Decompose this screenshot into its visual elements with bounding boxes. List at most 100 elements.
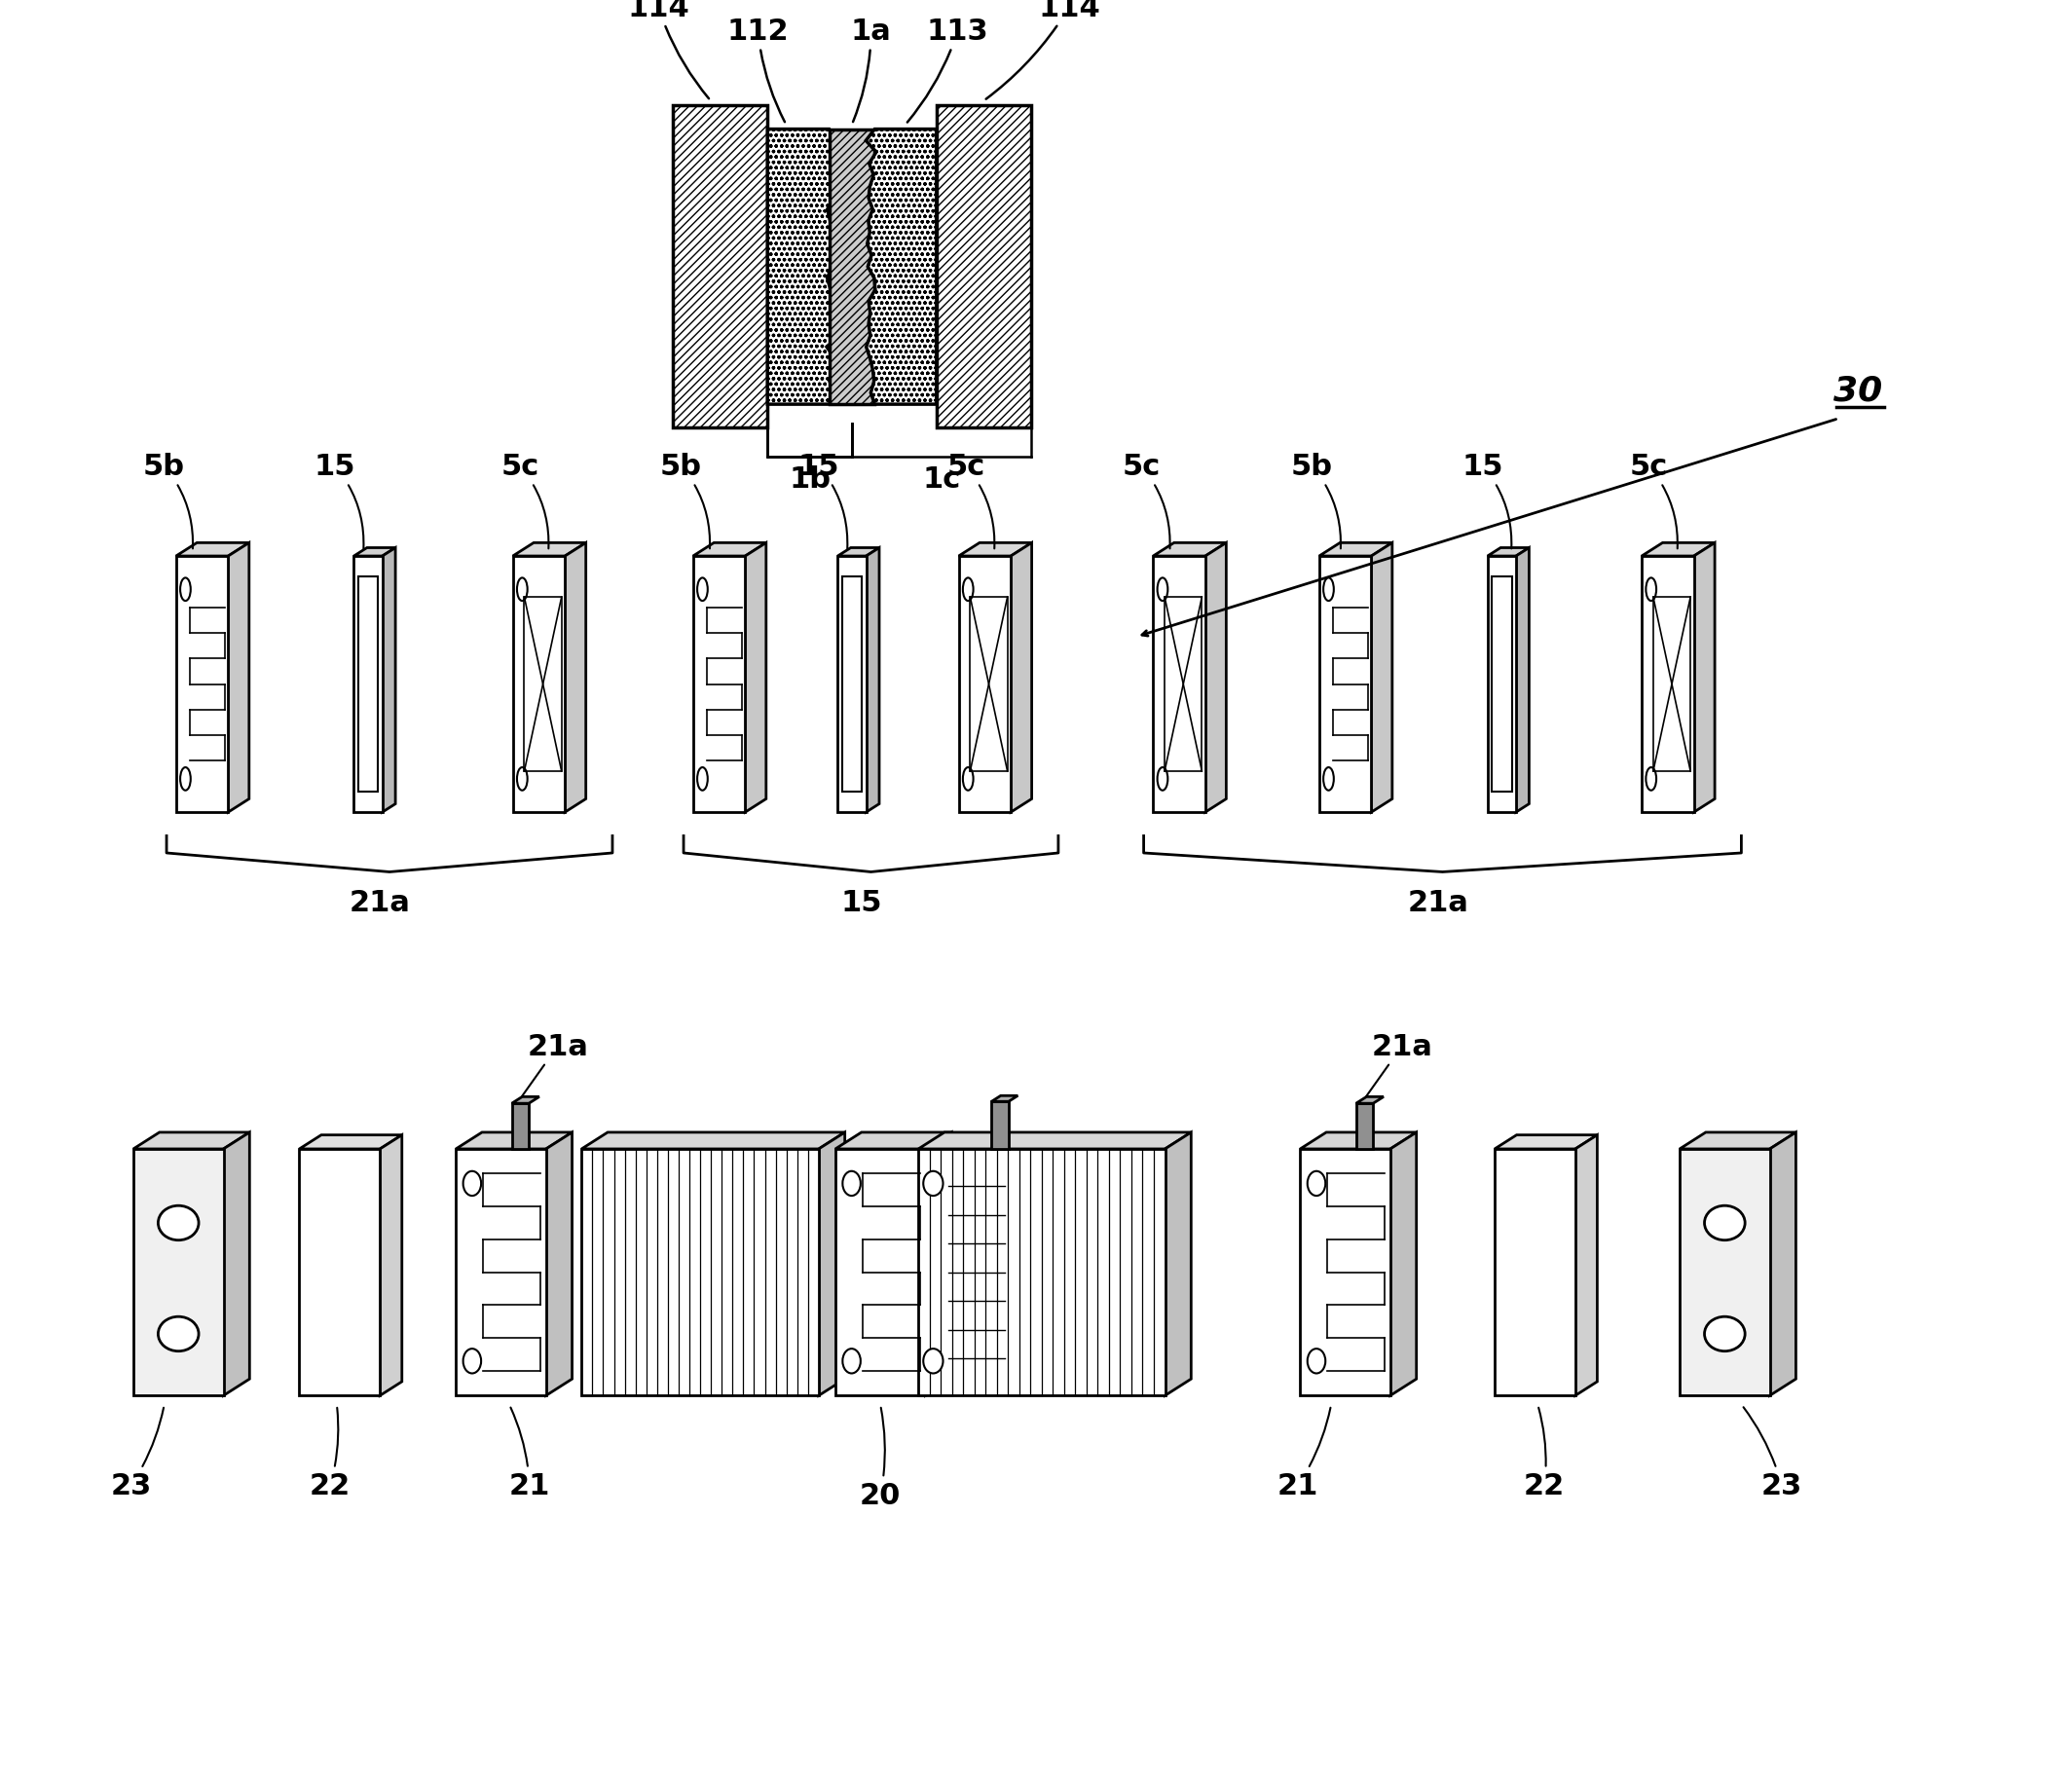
Polygon shape bbox=[835, 1132, 951, 1148]
Bar bbox=[992, 1102, 1009, 1148]
Polygon shape bbox=[1680, 1148, 1769, 1395]
Polygon shape bbox=[692, 557, 746, 813]
Text: 21a: 21a bbox=[350, 889, 410, 916]
Polygon shape bbox=[1641, 557, 1695, 813]
Polygon shape bbox=[1164, 1132, 1191, 1395]
Polygon shape bbox=[692, 543, 767, 557]
Ellipse shape bbox=[1324, 769, 1334, 792]
Ellipse shape bbox=[1158, 769, 1169, 792]
Ellipse shape bbox=[698, 579, 709, 602]
Polygon shape bbox=[1355, 1097, 1384, 1104]
Ellipse shape bbox=[843, 1349, 860, 1374]
Text: 5c: 5c bbox=[1123, 453, 1171, 548]
Polygon shape bbox=[992, 1095, 1017, 1102]
Polygon shape bbox=[298, 1136, 402, 1148]
Text: 21a: 21a bbox=[1407, 889, 1469, 916]
Text: 5b: 5b bbox=[661, 453, 711, 548]
Polygon shape bbox=[959, 543, 1032, 557]
Ellipse shape bbox=[518, 579, 528, 602]
Ellipse shape bbox=[1705, 1317, 1745, 1351]
Polygon shape bbox=[298, 1148, 379, 1395]
Polygon shape bbox=[1372, 543, 1392, 813]
Ellipse shape bbox=[924, 1349, 943, 1374]
Polygon shape bbox=[1680, 1132, 1796, 1148]
Polygon shape bbox=[582, 1132, 845, 1148]
Ellipse shape bbox=[464, 1349, 481, 1374]
Polygon shape bbox=[1390, 1132, 1417, 1395]
Polygon shape bbox=[228, 543, 249, 813]
Text: 15: 15 bbox=[1463, 453, 1510, 548]
Text: 30: 30 bbox=[1834, 375, 1881, 406]
Text: 20: 20 bbox=[860, 1408, 901, 1509]
Text: 5b: 5b bbox=[143, 453, 193, 548]
Text: 1b: 1b bbox=[789, 465, 831, 493]
Polygon shape bbox=[673, 106, 767, 428]
Polygon shape bbox=[1769, 1132, 1796, 1395]
Bar bbox=[1355, 1104, 1374, 1148]
Ellipse shape bbox=[180, 579, 191, 602]
Polygon shape bbox=[1641, 543, 1716, 557]
Ellipse shape bbox=[464, 1172, 481, 1196]
Polygon shape bbox=[133, 1132, 249, 1148]
Text: 22: 22 bbox=[1523, 1408, 1564, 1500]
Polygon shape bbox=[866, 548, 879, 813]
Ellipse shape bbox=[157, 1317, 199, 1351]
Polygon shape bbox=[566, 543, 586, 813]
Ellipse shape bbox=[1158, 579, 1169, 602]
Polygon shape bbox=[176, 557, 228, 813]
Polygon shape bbox=[1301, 1148, 1390, 1395]
Polygon shape bbox=[959, 557, 1011, 813]
Text: 23: 23 bbox=[1743, 1408, 1803, 1500]
Polygon shape bbox=[1494, 1136, 1598, 1148]
Polygon shape bbox=[837, 557, 866, 813]
Text: 114: 114 bbox=[986, 0, 1100, 99]
Text: 1c: 1c bbox=[922, 465, 961, 493]
Polygon shape bbox=[818, 1132, 845, 1395]
Polygon shape bbox=[1488, 548, 1529, 557]
Text: 21: 21 bbox=[510, 1408, 549, 1500]
Ellipse shape bbox=[1705, 1205, 1745, 1241]
Text: 15: 15 bbox=[798, 453, 847, 548]
Ellipse shape bbox=[518, 769, 528, 792]
Ellipse shape bbox=[157, 1205, 199, 1241]
Polygon shape bbox=[512, 543, 586, 557]
Text: 5c: 5c bbox=[1631, 453, 1678, 548]
Text: 5c: 5c bbox=[501, 453, 549, 548]
Polygon shape bbox=[1575, 1136, 1598, 1395]
Polygon shape bbox=[224, 1132, 249, 1395]
Polygon shape bbox=[837, 548, 879, 557]
Text: 23: 23 bbox=[110, 1408, 164, 1500]
Ellipse shape bbox=[698, 769, 709, 792]
Polygon shape bbox=[829, 130, 874, 405]
Ellipse shape bbox=[1307, 1349, 1326, 1374]
Polygon shape bbox=[918, 1148, 1164, 1395]
Ellipse shape bbox=[1645, 769, 1656, 792]
Polygon shape bbox=[133, 1148, 224, 1395]
Ellipse shape bbox=[963, 769, 974, 792]
Polygon shape bbox=[1320, 543, 1392, 557]
Ellipse shape bbox=[180, 769, 191, 792]
Polygon shape bbox=[379, 1136, 402, 1395]
Polygon shape bbox=[1517, 548, 1529, 813]
Text: 113: 113 bbox=[908, 18, 988, 122]
Text: 21a: 21a bbox=[522, 1031, 588, 1097]
Polygon shape bbox=[918, 1132, 1191, 1148]
Polygon shape bbox=[866, 130, 937, 405]
Ellipse shape bbox=[1645, 579, 1656, 602]
Polygon shape bbox=[176, 543, 249, 557]
Polygon shape bbox=[1154, 543, 1227, 557]
Text: 112: 112 bbox=[727, 18, 789, 122]
Text: 15: 15 bbox=[315, 453, 363, 548]
Polygon shape bbox=[512, 1097, 539, 1104]
Polygon shape bbox=[767, 130, 841, 405]
Ellipse shape bbox=[924, 1172, 943, 1196]
Bar bbox=[512, 1104, 528, 1148]
Polygon shape bbox=[512, 557, 566, 813]
Text: 5b: 5b bbox=[1291, 453, 1341, 548]
Text: 15: 15 bbox=[841, 889, 883, 916]
Ellipse shape bbox=[843, 1172, 860, 1196]
Polygon shape bbox=[383, 548, 396, 813]
Polygon shape bbox=[1301, 1132, 1417, 1148]
Text: 21: 21 bbox=[1276, 1408, 1330, 1500]
Polygon shape bbox=[1488, 557, 1517, 813]
